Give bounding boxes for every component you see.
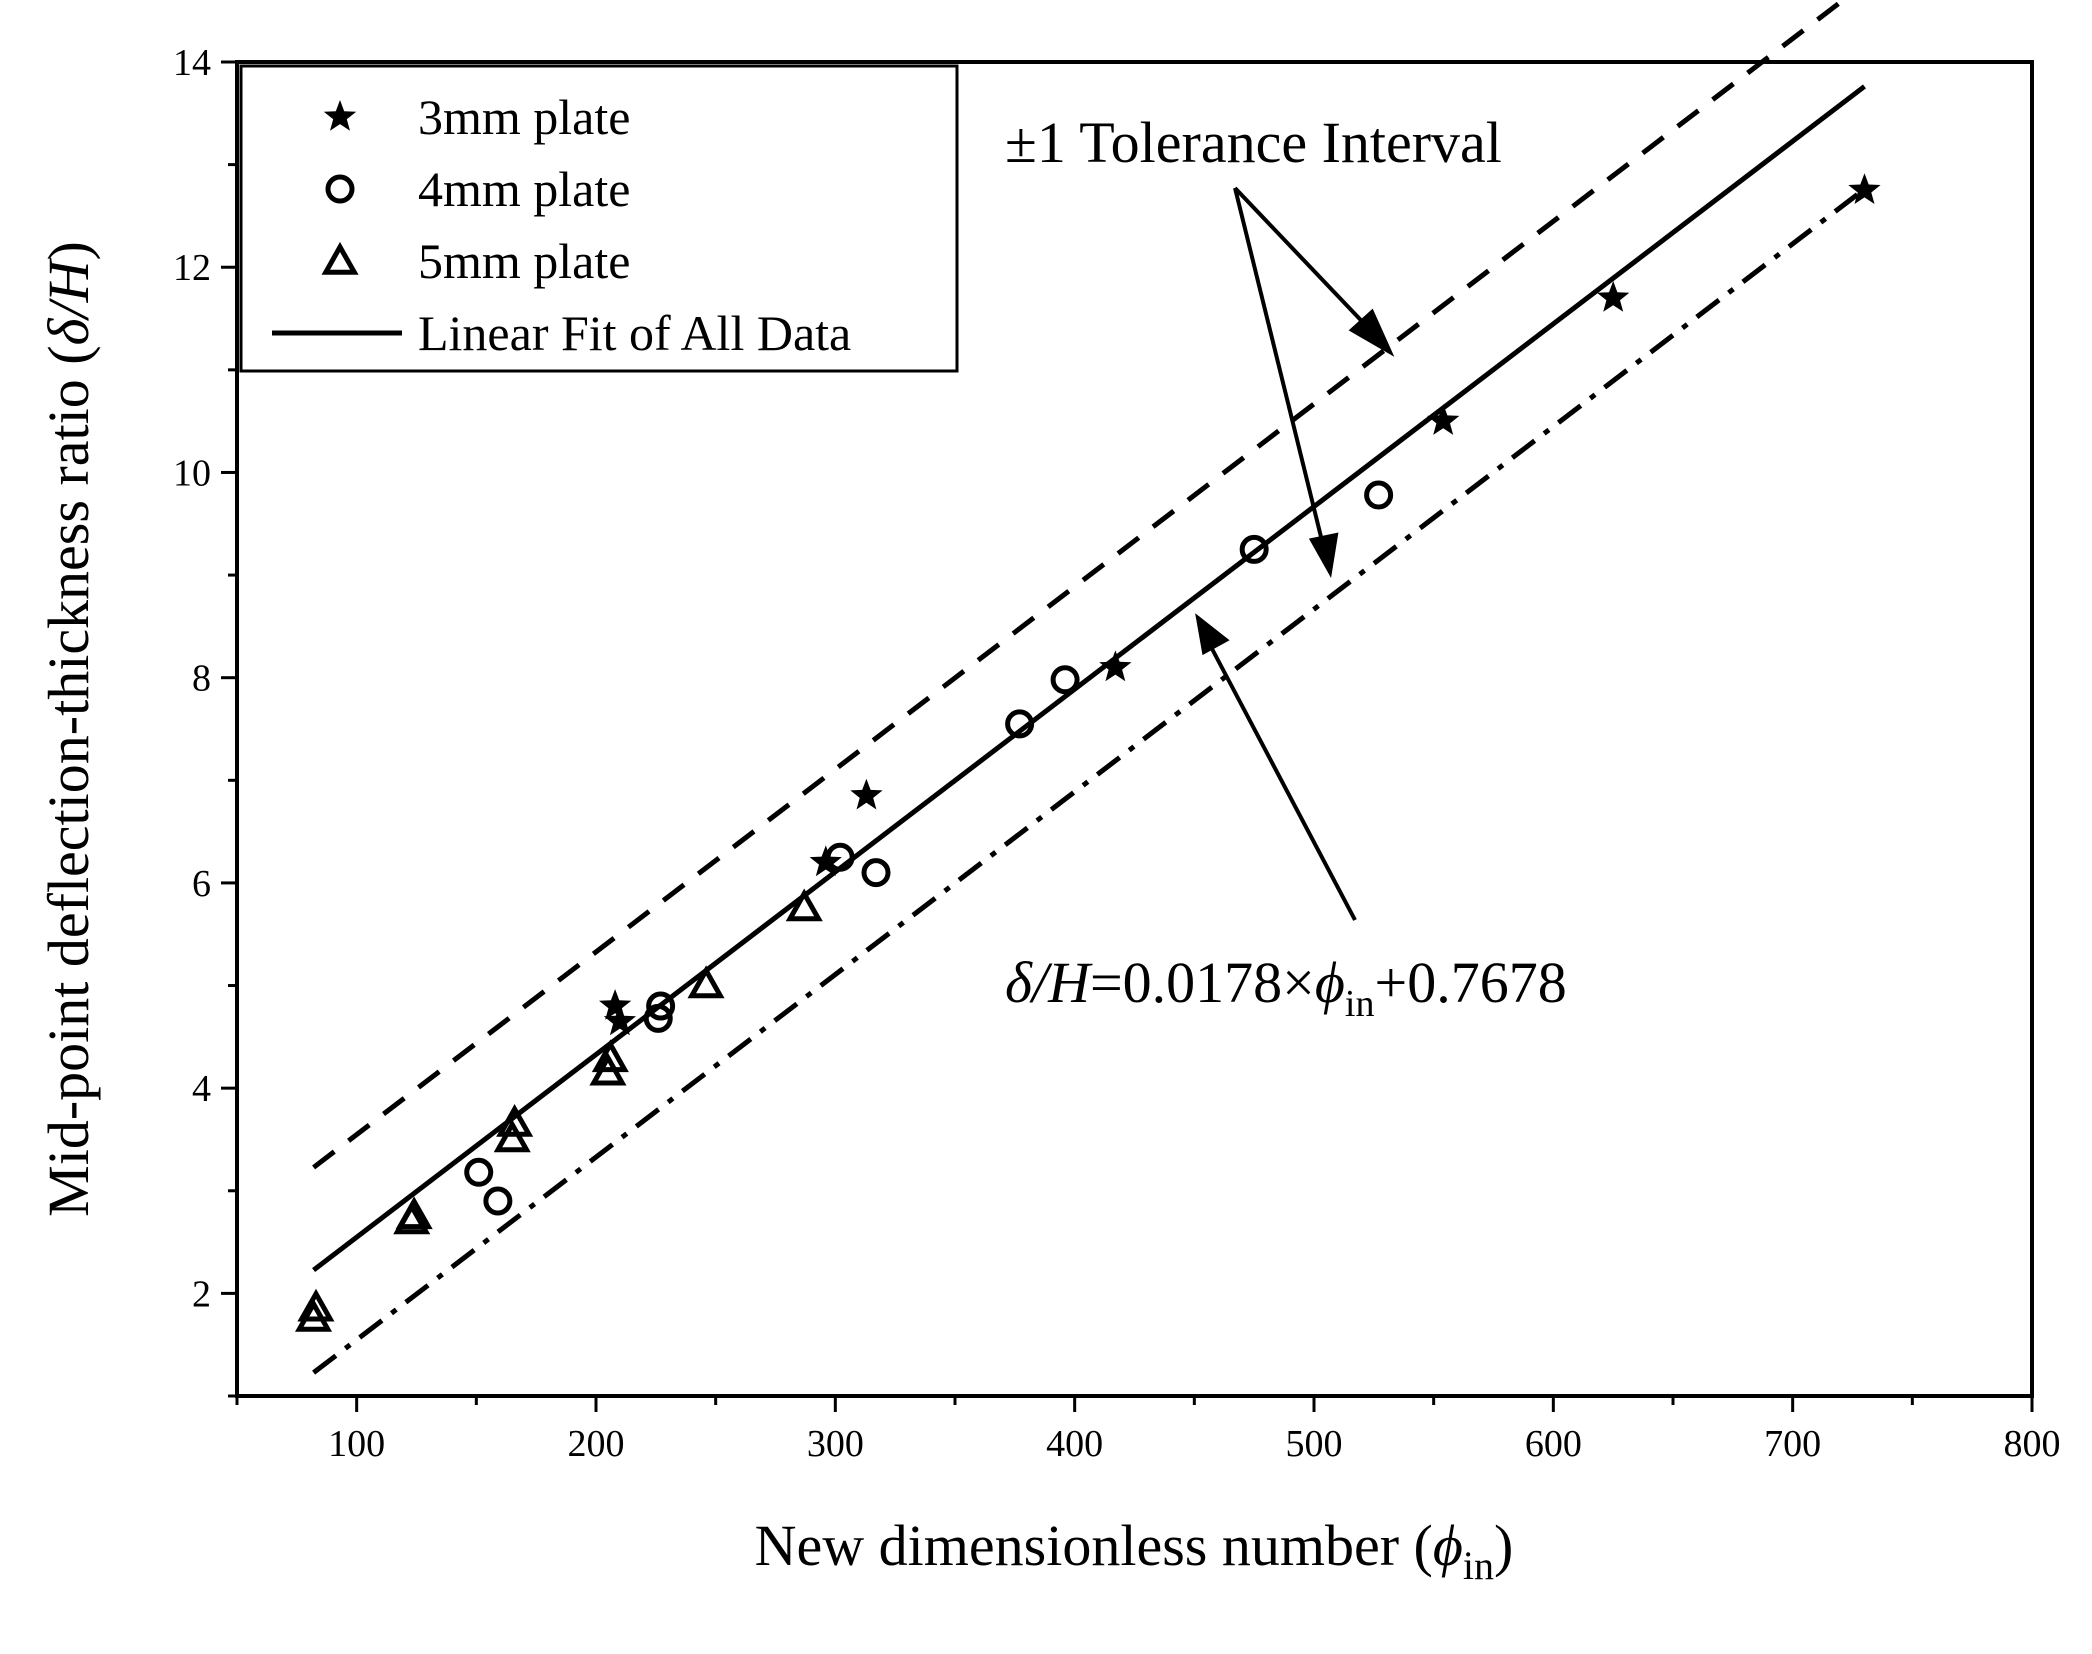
- point-4mm: [1239, 534, 1269, 564]
- tolerance-arrow-lower: [1233, 187, 1325, 546]
- y-tick-label: 4: [192, 1068, 211, 1110]
- equation-annotation: δ/H=0.0178×ϕin+0.7678: [1005, 950, 1567, 1025]
- x-tick-label: 400: [1046, 1423, 1103, 1465]
- x-tick-label: 600: [1525, 1423, 1582, 1465]
- x-axis-title-close: ): [1494, 1513, 1513, 1578]
- tolerance-arrow-upper-head: [1348, 308, 1395, 357]
- legend-label-3mm: 3mm plate: [418, 89, 630, 145]
- lower-tolerance-line: [312, 187, 1866, 1375]
- tolerance-arrow-upper: [1233, 186, 1377, 337]
- point-4mm: [825, 842, 855, 872]
- x-tick-label: 100: [328, 1423, 385, 1465]
- point-5mm: [687, 965, 725, 999]
- y-tick-label: 12: [173, 247, 211, 289]
- point-4mm: [643, 1003, 673, 1033]
- point-3mm: [850, 778, 883, 810]
- plot-frame: [235, 60, 2034, 1398]
- y-axis-title-main: Mid-point deflection-thickness ratio (: [36, 345, 101, 1216]
- y-axis-title-symbol: δ/H: [36, 257, 101, 345]
- x-tick-label: 500: [1286, 1423, 1343, 1465]
- tolerance-arrow-lower-head: [1308, 532, 1339, 578]
- point-5mm: [297, 1288, 335, 1322]
- point-3mm: [1099, 650, 1132, 682]
- equation-mid: =0.0178×: [1090, 950, 1315, 1015]
- point-5mm: [395, 1196, 433, 1230]
- linear-fit-line: [312, 84, 1866, 1273]
- x-tick-label: 800: [2004, 1423, 2061, 1465]
- legend-triangle-icon: [321, 241, 359, 275]
- y-tick-label: 10: [173, 452, 211, 494]
- point-5mm: [496, 1104, 534, 1137]
- point-5mm: [785, 888, 823, 922]
- point-4mm: [464, 1157, 494, 1187]
- point-4mm: [1005, 709, 1035, 739]
- y-axis-title-close: ): [36, 241, 101, 260]
- legend: 3mm plate 4mm plate 5mm plate Linear Fit…: [239, 64, 959, 373]
- x-axis-title-main: New dimensionless number (: [755, 1513, 1433, 1578]
- point-3mm: [603, 1004, 637, 1036]
- y-tick-label: 14: [173, 42, 211, 84]
- x-axis-title-symbol: ϕ: [1433, 1513, 1463, 1578]
- annotation-arrows: [1195, 186, 1395, 921]
- legend-swatches: [272, 100, 402, 336]
- x-tick-label: 700: [1764, 1423, 1821, 1465]
- point-4mm: [646, 991, 676, 1021]
- equation-arrow-head: [1195, 613, 1230, 656]
- tolerance-annotation: ±1 Tolerance Interval: [1005, 110, 1502, 175]
- point-5mm: [591, 1039, 629, 1073]
- point-4mm: [861, 858, 891, 888]
- y-tick-label: 6: [192, 863, 211, 905]
- legend-label-fit: Linear Fit of All Data: [418, 305, 851, 361]
- legend-label-4mm: 4mm plate: [418, 161, 630, 217]
- point-3mm: [1597, 281, 1630, 312]
- x-axis-title-subscript: in: [1463, 1543, 1494, 1588]
- axis-ticks: 100 200 300 400 500 600 700 800 2 4 6 8 10 12 14: [173, 42, 2061, 1465]
- point-3mm: [1427, 404, 1460, 435]
- point-4mm: [1050, 665, 1080, 695]
- equation-subscript: in: [1345, 983, 1375, 1025]
- x-tick-label: 200: [568, 1423, 625, 1465]
- upper-tolerance-line: [312, 0, 1848, 1170]
- legend-label-5mm: 5mm plate: [418, 233, 630, 289]
- point-4mm: [1364, 480, 1394, 510]
- data-markers: [295, 173, 1881, 1332]
- x-tick-label: 300: [807, 1423, 864, 1465]
- equation-symbol: ϕ: [1315, 950, 1345, 1015]
- y-tick-label: 8: [192, 658, 211, 700]
- point-5mm: [493, 1119, 531, 1153]
- fit-lines: [312, 0, 1866, 1375]
- y-tick-label: 2: [192, 1273, 211, 1315]
- point-4mm: [483, 1186, 513, 1216]
- equation-rhs: +0.7678: [1374, 950, 1566, 1015]
- plot-area: [235, 60, 2034, 1398]
- point-3mm: [809, 845, 842, 877]
- point-3mm: [1848, 173, 1881, 204]
- legend-star-icon: [323, 100, 357, 131]
- x-axis-title: New dimensionless number (ϕin): [755, 1513, 1514, 1588]
- y-axis-title: Mid-point deflection-thickness ratio (δ/…: [36, 241, 101, 1217]
- legend-box: [239, 64, 959, 373]
- equation-arrow: [1208, 644, 1357, 921]
- point-3mm: [599, 989, 632, 1020]
- equation-lhs: δ/H: [1005, 950, 1093, 1015]
- legend-circle-icon: [325, 174, 355, 204]
